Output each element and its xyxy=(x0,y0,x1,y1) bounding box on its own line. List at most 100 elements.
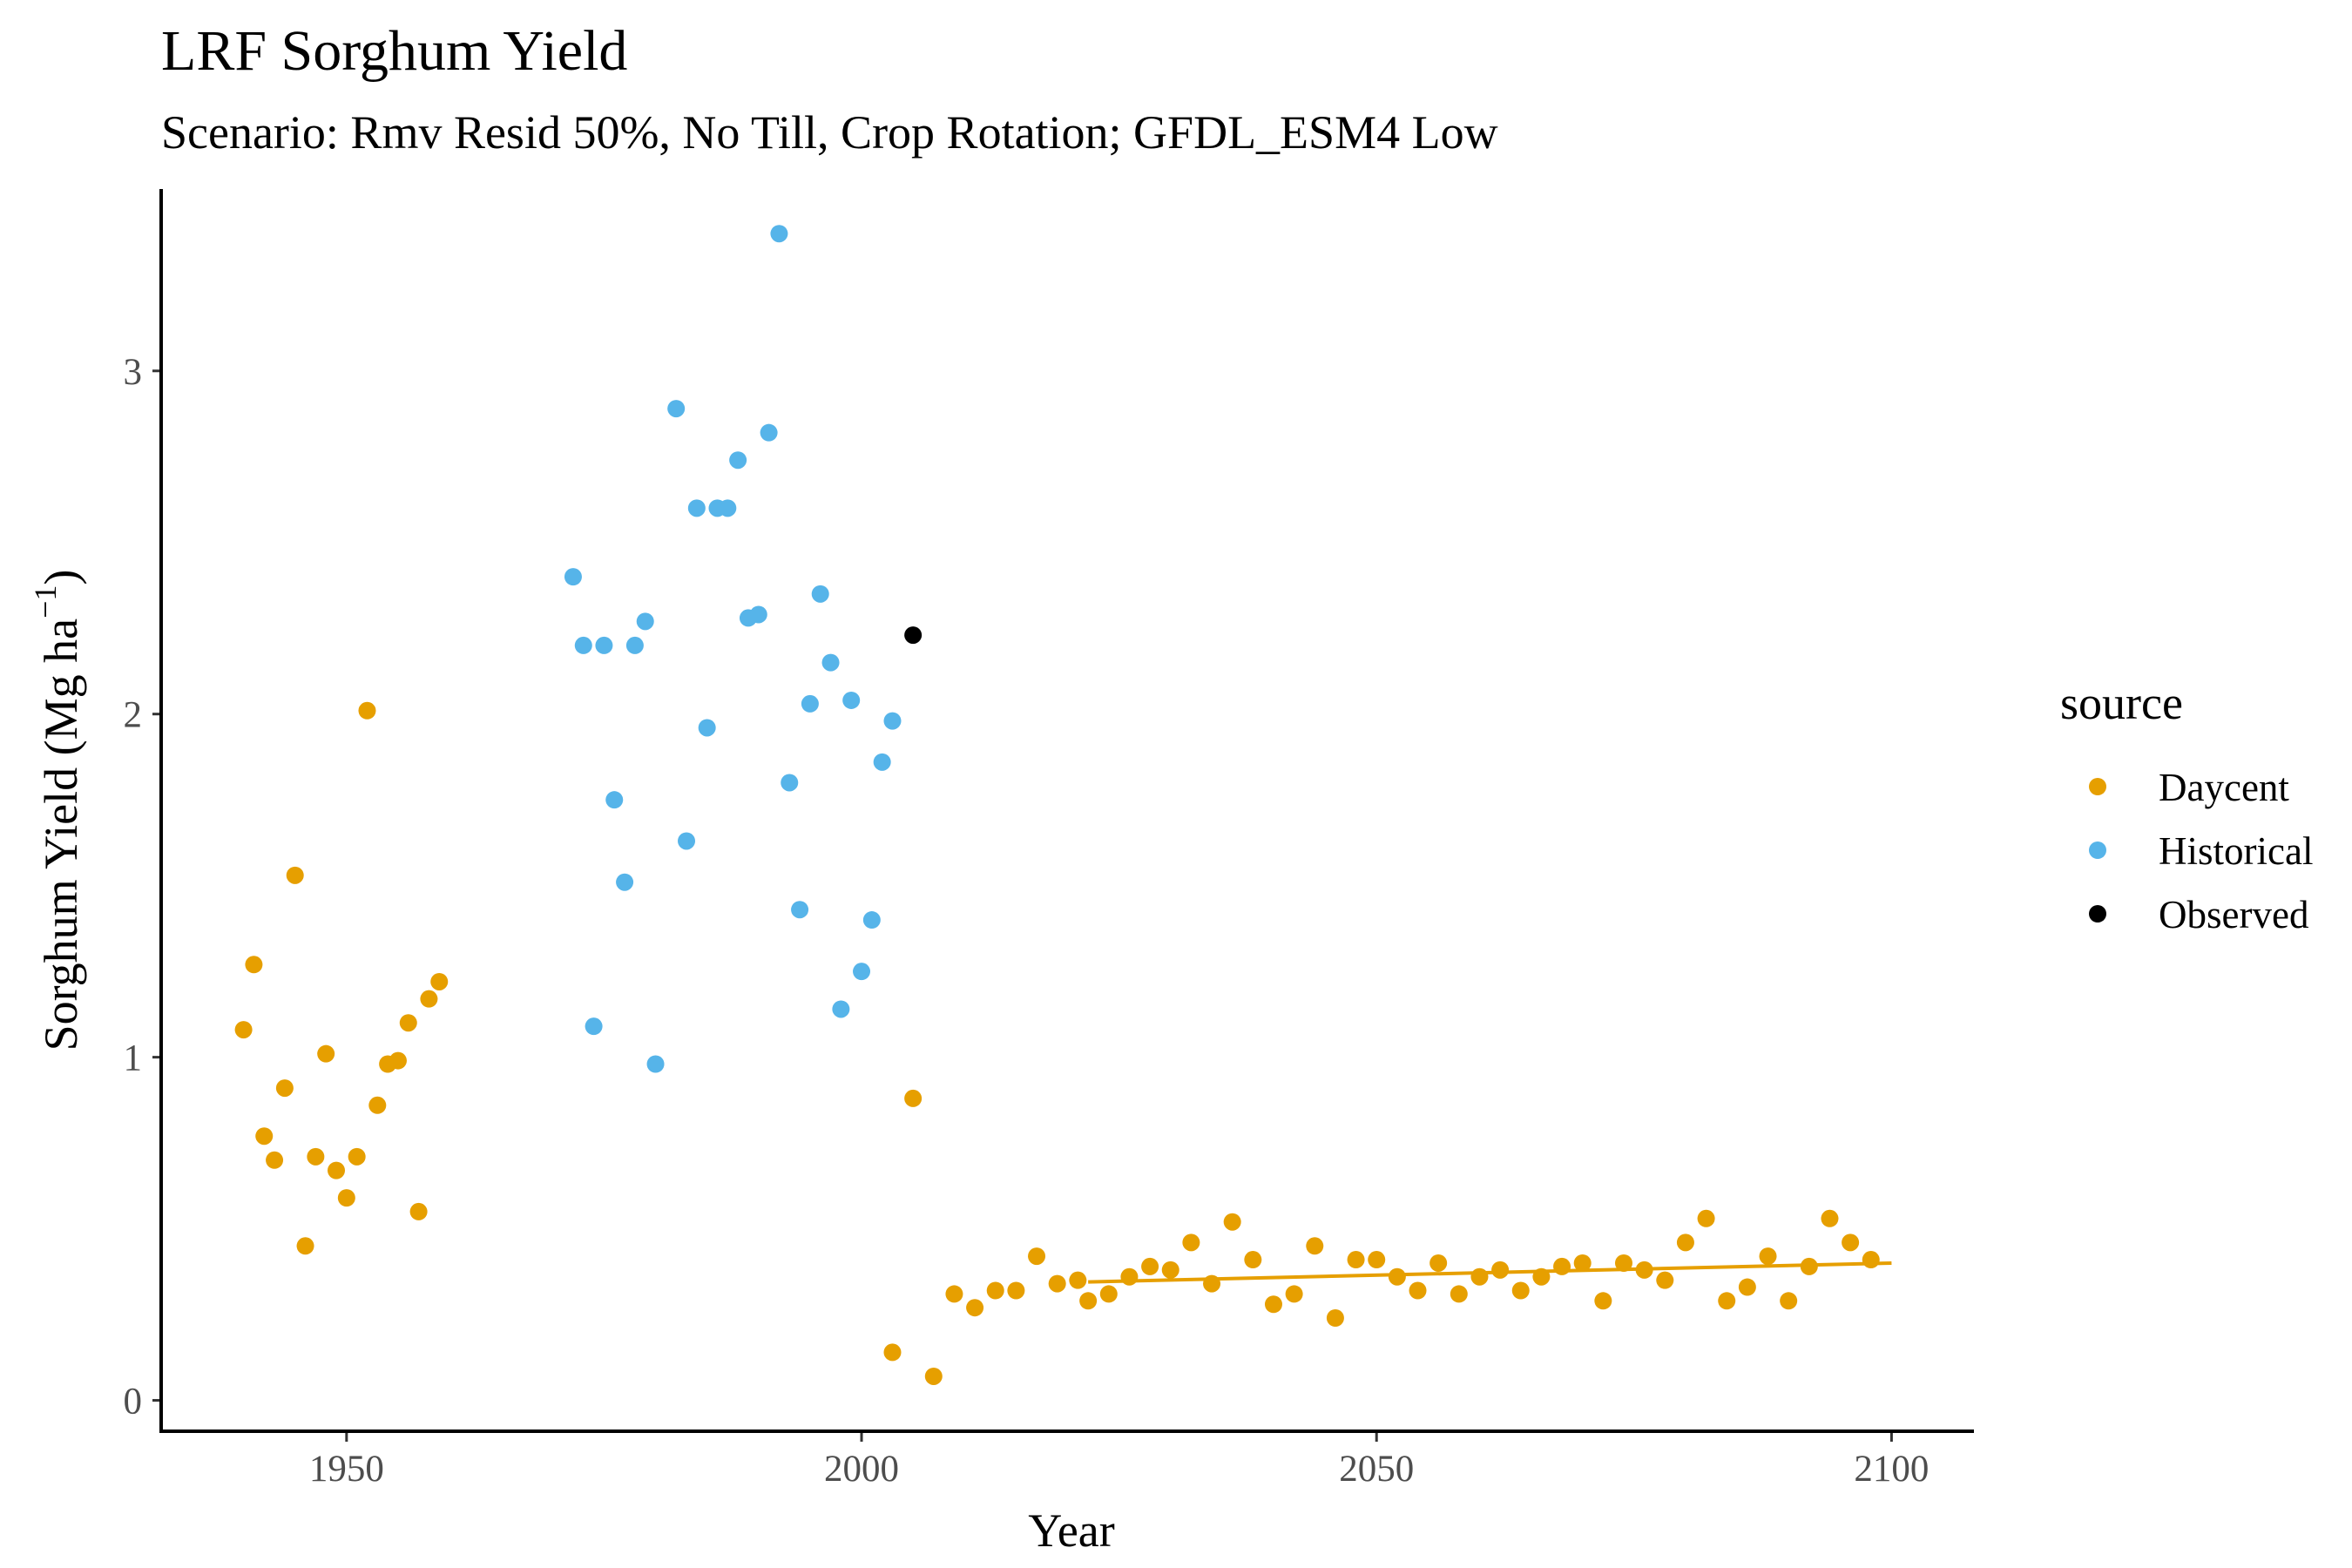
daycent-point xyxy=(1244,1251,1262,1269)
daycent-point xyxy=(924,1367,943,1385)
historical-point xyxy=(564,568,582,586)
historical-point xyxy=(873,753,891,771)
daycent-point xyxy=(1553,1257,1571,1275)
daycent-point xyxy=(245,956,263,974)
historical-point xyxy=(616,873,634,891)
historical-point xyxy=(811,585,829,603)
historical-point xyxy=(574,636,592,654)
legend: source Daycent Historical Observed xyxy=(2060,677,2313,936)
daycent-trend-line-group xyxy=(1088,1260,1892,1284)
historical-point xyxy=(625,636,644,654)
daycent-point xyxy=(1697,1209,1715,1227)
daycent-point xyxy=(1326,1309,1344,1328)
daycent-point xyxy=(420,990,438,1008)
historical-point xyxy=(781,774,799,792)
daycent-point xyxy=(966,1299,984,1317)
historical-point xyxy=(729,451,747,470)
daycent-point xyxy=(1759,1247,1777,1266)
daycent-point xyxy=(1007,1281,1025,1300)
daycent-point xyxy=(399,1014,417,1032)
historical-point xyxy=(842,691,861,709)
daycent-point xyxy=(1099,1285,1118,1303)
daycent-point xyxy=(1470,1267,1489,1286)
x-axis-title: Year xyxy=(1028,1504,1115,1557)
historical-point xyxy=(853,963,871,981)
daycent-trend-line xyxy=(1088,1260,1892,1284)
daycent-point xyxy=(1264,1295,1282,1314)
daycent-point xyxy=(1182,1233,1200,1252)
daycent-point xyxy=(1573,1254,1592,1272)
historical-point xyxy=(821,653,840,672)
historical-point xyxy=(585,1017,603,1036)
daycent-point xyxy=(1048,1274,1066,1293)
daycent-point xyxy=(368,1096,387,1114)
daycent-point xyxy=(1532,1267,1551,1286)
x-tick-label: 1950 xyxy=(309,1449,384,1490)
x-axis-ticks: 1950 2000 2050 2100 xyxy=(309,1431,1929,1490)
x-tick-label: 2050 xyxy=(1339,1449,1414,1490)
daycent-point xyxy=(1285,1285,1303,1303)
y-tick-label: 2 xyxy=(124,695,143,736)
daycent-point xyxy=(286,866,304,884)
daycent-point xyxy=(328,1161,346,1179)
daycent-point xyxy=(1656,1271,1674,1289)
daycent-point xyxy=(296,1237,314,1255)
historical-point xyxy=(883,712,902,730)
daycent-point xyxy=(1738,1278,1756,1296)
daycent-point xyxy=(1028,1247,1046,1266)
daycent-point xyxy=(1120,1267,1139,1286)
daycent-point xyxy=(1842,1233,1860,1252)
historical-point xyxy=(832,1000,850,1018)
historical-point xyxy=(678,832,696,850)
observed-point xyxy=(904,626,923,645)
historical-point xyxy=(719,499,737,517)
y-axis-title-superscript: −1 xyxy=(28,585,63,618)
daycent-point xyxy=(945,1285,963,1303)
historical-point xyxy=(698,719,716,737)
daycent-point xyxy=(266,1151,284,1169)
chart-title: LRF Sorghum Yield xyxy=(161,19,627,83)
daycent-point xyxy=(1069,1271,1087,1289)
historical-point xyxy=(687,499,706,517)
daycent-point xyxy=(1429,1254,1448,1272)
daycent-point xyxy=(348,1147,366,1166)
daycent-point xyxy=(1368,1251,1386,1269)
daycent-point xyxy=(1635,1260,1653,1279)
historical-point xyxy=(667,400,686,418)
daycent-point xyxy=(1614,1254,1632,1272)
y-tick-label: 0 xyxy=(124,1382,143,1423)
daycent-point xyxy=(1450,1285,1468,1303)
daycent-point xyxy=(1821,1209,1839,1227)
historical-point xyxy=(605,791,624,809)
daycent-point xyxy=(1079,1292,1098,1310)
daycent-point xyxy=(1676,1233,1694,1252)
legend-key-daycent xyxy=(2089,778,2106,795)
historical-point xyxy=(862,911,881,929)
y-axis-title: Sorghum Yield (Mg ha−1) xyxy=(28,570,87,1051)
daycent-point xyxy=(1511,1281,1530,1300)
legend-key-historical xyxy=(2089,841,2106,859)
daycent-point xyxy=(1718,1292,1736,1310)
daycent-point xyxy=(1161,1260,1179,1279)
daycent-point xyxy=(1306,1237,1324,1255)
historical-point xyxy=(760,423,778,442)
daycent-point xyxy=(1388,1267,1406,1286)
historical-point xyxy=(595,636,613,654)
daycent-point xyxy=(986,1281,1004,1300)
legend-key-observed xyxy=(2089,905,2106,923)
daycent-point xyxy=(1223,1213,1241,1231)
daycent-point xyxy=(1594,1292,1612,1310)
y-axis-ticks: 0 1 2 3 xyxy=(124,352,161,1423)
daycent-point xyxy=(317,1044,335,1063)
daycent-point xyxy=(1780,1292,1798,1310)
legend-label-historical: Historical xyxy=(2159,829,2313,873)
historical-point xyxy=(801,694,819,713)
daycent-point xyxy=(904,1089,923,1107)
y-tick-label: 1 xyxy=(124,1038,143,1079)
chart-subtitle: Scenario: Rmv Resid 50%, No Till, Crop R… xyxy=(161,106,1498,159)
daycent-point xyxy=(1491,1260,1510,1279)
legend-title: source xyxy=(2060,677,2183,729)
daycent-point xyxy=(234,1021,253,1039)
y-tick-label: 3 xyxy=(124,352,143,393)
